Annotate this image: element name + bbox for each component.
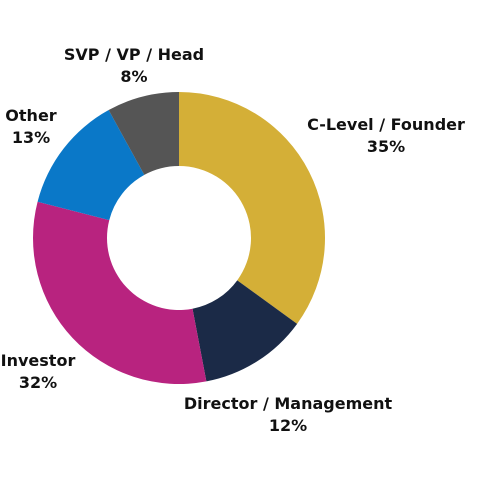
slice-label-value: 12% [269,416,307,435]
slice-label-other: Other 13% [5,106,56,147]
slice-label-c-level-founder: C-Level / Founder 35% [307,115,465,156]
slice-label-value: 32% [19,373,57,392]
slice-label-director-management: Director / Management 12% [184,394,393,435]
slice-label-name: C-Level / Founder [307,115,465,134]
slice-other [37,110,145,221]
slice-director-management [192,280,298,382]
slice-investor [33,201,207,384]
slice-c-level-founder [179,92,325,324]
slice-label-value: 8% [120,67,147,86]
slice-label-name: Director / Management [184,394,393,413]
slice-labels: C-Level / Founder 35% Director / Managemen… [1,45,465,435]
slice-label-name: Other [5,106,56,125]
donut-slices [33,92,325,384]
slice-svp-vp-head [108,92,179,175]
slice-label-investor: Investor 32% [1,351,76,392]
slice-label-name: Investor [1,351,76,370]
slice-label-name: SVP / VP / Head [64,45,204,64]
slice-label-value: 35% [367,137,405,156]
slice-label-svp-vp-head: SVP / VP / Head 8% [64,45,204,86]
slice-label-value: 13% [12,128,50,147]
